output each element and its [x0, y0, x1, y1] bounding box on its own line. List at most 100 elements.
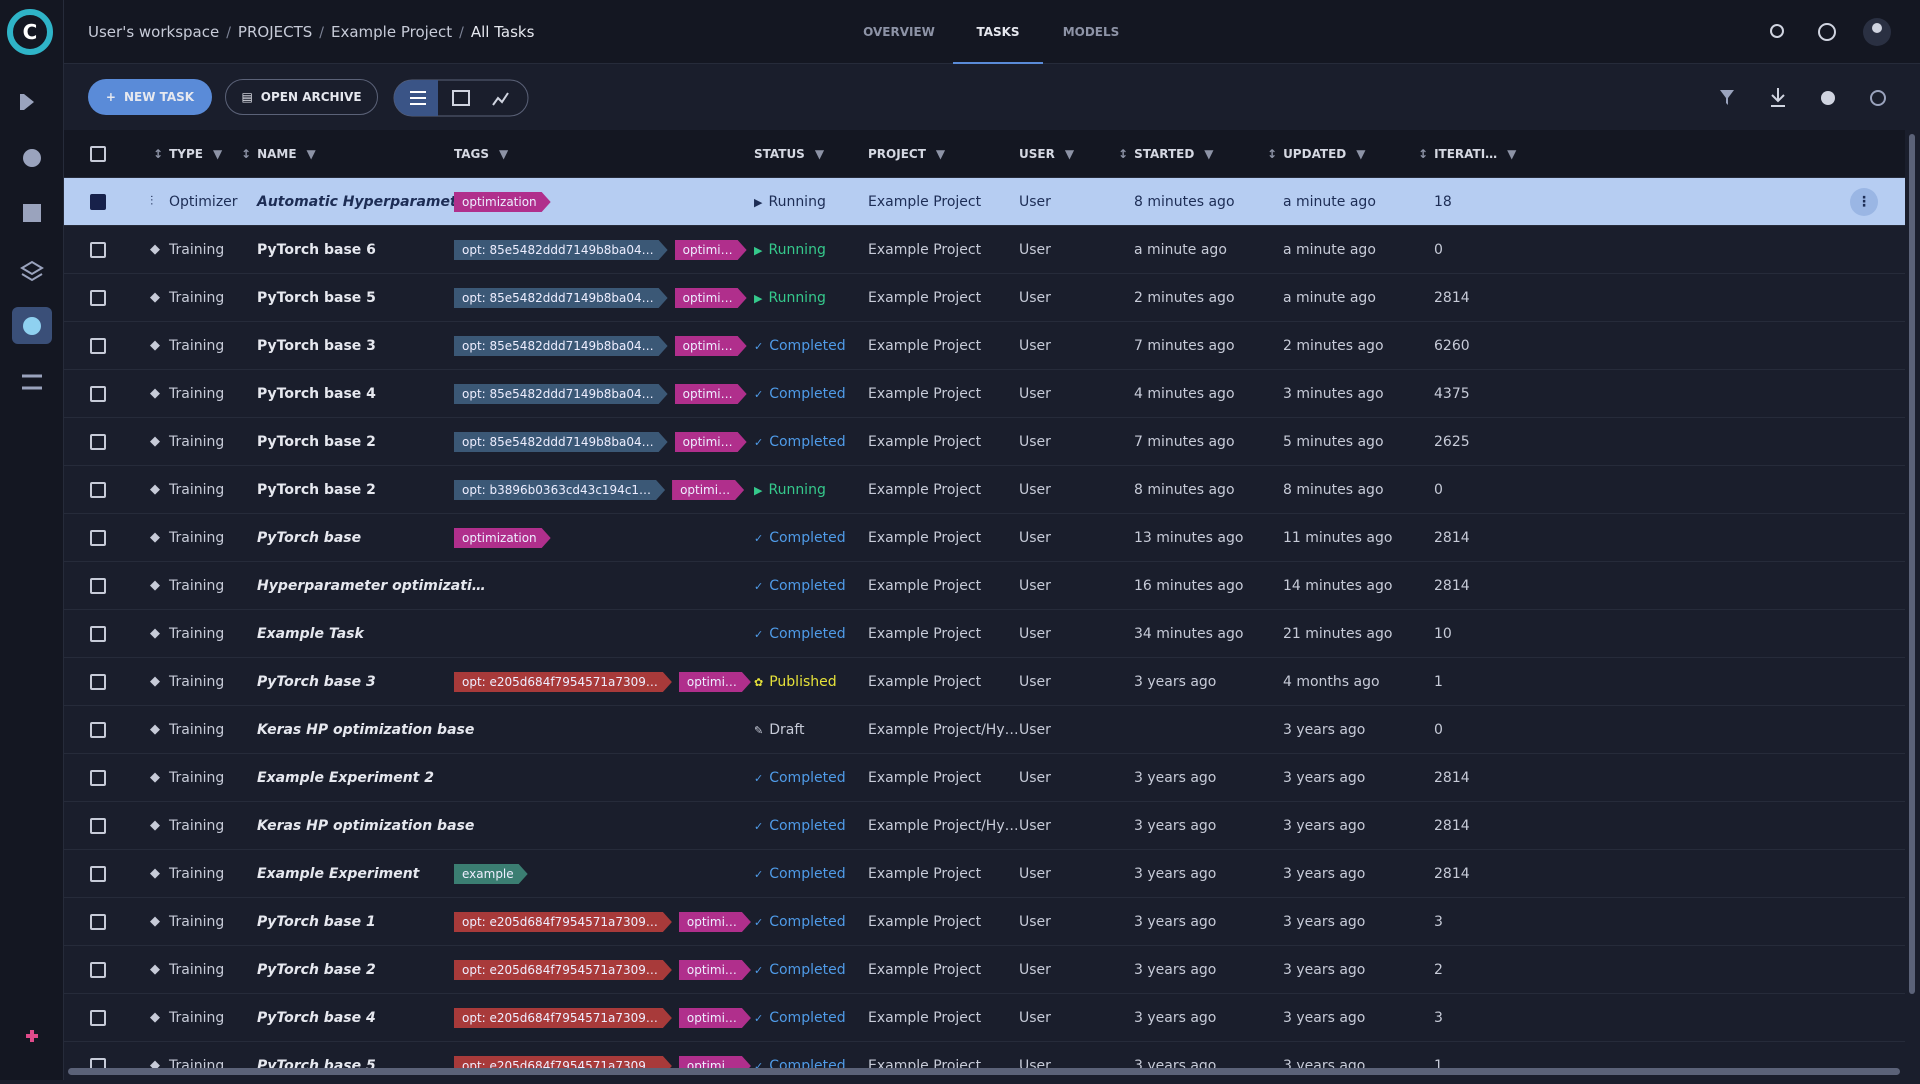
task-name[interactable]: PyTorch base 6 [257, 226, 376, 274]
row-checkbox[interactable] [90, 578, 106, 594]
breadcrumb[interactable]: All Tasks [471, 23, 535, 41]
row-checkbox[interactable] [90, 866, 106, 882]
table-row[interactable]: ◆TrainingPyTorch base 1opt: e205d684f795… [64, 898, 1905, 946]
filter-icon[interactable]: ▼ [815, 147, 824, 161]
breadcrumb[interactable]: PROJECTS [238, 23, 312, 41]
horizontal-scrollbar[interactable] [68, 1068, 1900, 1075]
filter-icon[interactable]: ▼ [1356, 147, 1365, 161]
table-row[interactable]: ◆TrainingExample Task✓CompletedExample P… [64, 610, 1905, 658]
table-row[interactable]: ◆TrainingHyperparameter optimizati…✓Comp… [64, 562, 1905, 610]
row-checkbox[interactable] [90, 530, 106, 546]
task-name[interactable]: Example Experiment 2 [257, 754, 434, 802]
task-name[interactable]: PyTorch base 2 [257, 418, 376, 466]
filter-icon[interactable]: ▼ [499, 147, 508, 161]
tab[interactable]: MODELS [1046, 0, 1136, 64]
nav-icon[interactable] [23, 149, 41, 167]
settings-icon[interactable] [1821, 91, 1835, 105]
task-name[interactable]: PyTorch base 3 [257, 322, 376, 370]
row-checkbox[interactable] [90, 674, 106, 690]
open-archive-button[interactable]: ▤OPEN ARCHIVE [225, 79, 378, 115]
task-name[interactable]: Example Experiment [257, 850, 419, 898]
filter-icon[interactable]: ▼ [936, 147, 945, 161]
task-name[interactable]: PyTorch base 5 [257, 274, 376, 322]
table-row[interactable]: ⫶OptimizerAutomatic Hyperparamete…optimi… [64, 178, 1905, 226]
task-name[interactable]: PyTorch base [257, 514, 361, 562]
row-checkbox[interactable] [90, 914, 106, 930]
task-name[interactable]: PyTorch base 5 [257, 1042, 376, 1068]
row-checkbox[interactable] [90, 818, 106, 834]
row-checkbox[interactable] [90, 434, 106, 450]
filter-icon[interactable]: ▼ [1204, 147, 1213, 161]
filter-icon[interactable]: ▼ [1065, 147, 1074, 161]
row-checkbox[interactable] [90, 338, 106, 354]
task-name[interactable]: Hyperparameter optimizati… [257, 562, 486, 610]
table-row[interactable]: ◆TrainingPyTorch base 4opt: 85e5482ddd71… [64, 370, 1905, 418]
table-row[interactable]: ◆TrainingPyTorch base 2opt: 85e5482ddd71… [64, 418, 1905, 466]
table-row[interactable]: ◆TrainingPyTorch baseoptimization✓Comple… [64, 514, 1905, 562]
breadcrumb[interactable]: Example Project [331, 23, 452, 41]
table-row[interactable]: ◆TrainingKeras HP optimization base✎Draf… [64, 706, 1905, 754]
tab[interactable]: TASKS [953, 0, 1043, 64]
filter-icon[interactable]: ▼ [213, 147, 222, 161]
nav-icon[interactable] [20, 94, 34, 110]
cell-project: Example Project [868, 418, 981, 466]
row-checkbox[interactable] [90, 1010, 106, 1026]
row-checkbox[interactable] [90, 386, 106, 402]
refresh-icon[interactable] [1871, 91, 1885, 105]
row-checkbox[interactable] [90, 770, 106, 786]
row-checkbox[interactable] [90, 242, 106, 258]
row-checkbox[interactable] [90, 1058, 106, 1068]
new-task-button[interactable]: +NEW TASK [88, 79, 212, 115]
clear-filter-icon[interactable] [1720, 90, 1734, 105]
breadcrumb-separator: / [459, 25, 464, 41]
search-icon[interactable] [1771, 25, 1783, 37]
row-checkbox[interactable] [90, 962, 106, 978]
download-icon[interactable] [1771, 88, 1785, 106]
row-checkbox[interactable] [90, 722, 106, 738]
row-menu[interactable]: ⋮ [1850, 188, 1878, 216]
chart-view-icon[interactable] [493, 93, 508, 105]
cell-project: Example Project [868, 1042, 981, 1068]
table-row[interactable]: ◆TrainingPyTorch base 2opt: e205d684f795… [64, 946, 1905, 994]
filter-icon[interactable]: ▼ [1507, 147, 1516, 161]
task-name[interactable]: PyTorch base 2 [257, 466, 376, 514]
task-name[interactable]: Keras HP optimization base [257, 706, 474, 754]
task-name[interactable]: Keras HP optimization base [257, 802, 474, 850]
table-row[interactable]: ◆TrainingPyTorch base 3opt: e205d684f795… [64, 658, 1905, 706]
button-label: NEW TASK [124, 90, 194, 104]
breadcrumb[interactable]: User's workspace [88, 23, 219, 41]
row-checkbox[interactable] [90, 482, 106, 498]
row-checkbox[interactable] [90, 626, 106, 642]
table-row[interactable]: ◆TrainingKeras HP optimization base✓Comp… [64, 802, 1905, 850]
help-icon[interactable] [1819, 24, 1835, 40]
status: ▶Running [754, 226, 826, 275]
top-bar: User's workspace/PROJECTS/Example Projec… [64, 0, 1920, 64]
table-row[interactable]: ◆TrainingExample Experimentexample✓Compl… [64, 850, 1905, 898]
type-icon: ◆ [150, 514, 160, 562]
status-text: Completed [769, 866, 845, 882]
cell-user: User [1019, 994, 1051, 1042]
table-row[interactable]: ◆TrainingPyTorch base 5opt: e205d684f795… [64, 1042, 1905, 1068]
filter-icon[interactable]: ▼ [307, 147, 316, 161]
task-name[interactable]: PyTorch base 3 [257, 658, 376, 706]
select-all-checkbox[interactable] [90, 146, 106, 162]
tab[interactable]: OVERVIEW [854, 0, 944, 64]
vertical-scrollbar[interactable] [1909, 134, 1915, 994]
table-row[interactable]: ◆TrainingPyTorch base 4opt: e205d684f795… [64, 994, 1905, 1042]
table-row[interactable]: ◆TrainingExample Experiment 2✓CompletedE… [64, 754, 1905, 802]
cell-updated: 3 years ago [1283, 898, 1365, 946]
task-name[interactable]: PyTorch base 4 [257, 994, 376, 1042]
row-checkbox[interactable] [90, 290, 106, 306]
details-view-icon[interactable] [453, 91, 469, 105]
table-row[interactable]: ◆TrainingPyTorch base 2opt: b3896b0363cd… [64, 466, 1905, 514]
task-name[interactable]: PyTorch base 1 [257, 898, 376, 946]
table-row[interactable]: ◆TrainingPyTorch base 5opt: 85e5482ddd71… [64, 274, 1905, 322]
sort-icon: ↕ [1118, 147, 1128, 161]
task-name[interactable]: PyTorch base 4 [257, 370, 376, 418]
table-row[interactable]: ◆TrainingPyTorch base 6opt: 85e5482ddd71… [64, 226, 1905, 274]
task-name[interactable]: PyTorch base 2 [257, 946, 376, 994]
row-checkbox[interactable] [90, 194, 106, 210]
table-row[interactable]: ◆TrainingPyTorch base 3opt: 85e5482ddd71… [64, 322, 1905, 370]
task-name[interactable]: Example Task [257, 610, 364, 658]
task-name[interactable]: Automatic Hyperparamete… [257, 178, 480, 226]
